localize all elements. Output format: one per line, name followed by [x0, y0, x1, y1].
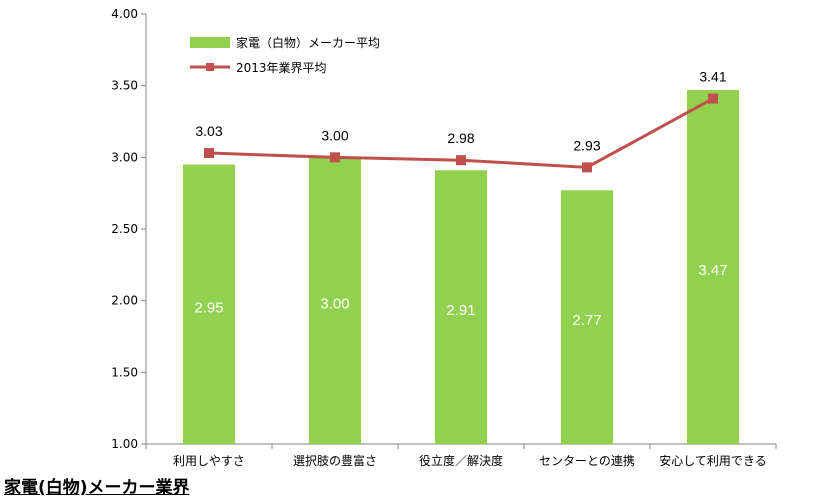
bar-data-label: 2.95: [194, 299, 223, 316]
y-tick-label: 3.00: [111, 150, 138, 164]
combo-chart: 1.00 1.50 2.00 2.50 3.00 3.50 4.00 利用しやすさ 選択肢の豊富…: [111, 7, 777, 468]
line-data-label: 2.93: [573, 137, 600, 153]
line-data-label: 2.98: [447, 130, 474, 146]
bar-data-label: 3.47: [698, 262, 727, 279]
bar-data-label: 2.77: [572, 312, 601, 329]
x-tick-label: センターとの連携: [539, 453, 635, 468]
line-marker: [582, 162, 592, 173]
x-tick-label: 利用しやすさ: [173, 454, 245, 468]
y-tick-label: 4.00: [111, 7, 138, 21]
y-tick-label: 3.50: [111, 79, 138, 93]
x-tick-label: 役立度／解決度: [419, 453, 503, 468]
bar: [435, 170, 487, 444]
bar: [561, 190, 613, 444]
line-marker: [330, 152, 340, 163]
y-tick-label: 1.50: [111, 365, 138, 379]
x-tick-label: 選択肢の豊富さ: [293, 453, 377, 468]
bar-data-label: 3.00: [320, 296, 349, 313]
line-data-label: 3.41: [699, 69, 726, 85]
axes: 1.00 1.50 2.00 2.50 3.00 3.50 4.00 利用しやすさ 選択肢の豊富…: [111, 7, 777, 468]
bar: [309, 157, 361, 445]
x-tick-label: 安心して利用できる: [659, 453, 766, 468]
legend-swatch-bar: [190, 37, 230, 48]
line-data-label: 3.03: [195, 123, 222, 139]
line-marker: [708, 93, 718, 104]
y-tick-label: 1.00: [111, 437, 138, 451]
y-tick-label: 2.50: [111, 222, 138, 236]
legend-swatch-marker: [206, 63, 214, 71]
bar: [183, 164, 235, 444]
line-data-label: 3.00: [321, 127, 348, 143]
line-series: 3.03 3.00 2.98 2.93 3.41: [195, 69, 727, 173]
y-tick-label: 2.00: [111, 294, 138, 308]
legend: 家電（白物）メーカー平均 2013年業界平均: [190, 35, 380, 75]
line-marker: [456, 155, 466, 166]
legend-label-bar: 家電（白物）メーカー平均: [236, 35, 380, 50]
legend-label-line: 2013年業界平均: [236, 61, 327, 75]
line-marker: [204, 148, 214, 159]
bar-data-label: 2.91: [446, 302, 475, 319]
caption: 家電(白物)メーカー業界: [4, 478, 190, 498]
bar-series: 2.95 3.00 2.91 2.77 3.47: [183, 89, 739, 445]
bar: [687, 89, 739, 444]
